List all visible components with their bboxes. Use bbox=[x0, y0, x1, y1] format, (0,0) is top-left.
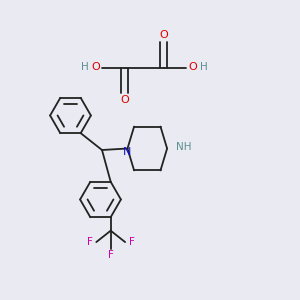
Text: H: H bbox=[81, 62, 88, 73]
Text: O: O bbox=[91, 62, 100, 73]
Text: H: H bbox=[200, 62, 208, 73]
Text: N: N bbox=[123, 147, 132, 157]
Text: O: O bbox=[159, 30, 168, 40]
Text: F: F bbox=[129, 237, 135, 247]
Text: NH: NH bbox=[176, 142, 192, 152]
Text: F: F bbox=[108, 250, 114, 260]
Text: O: O bbox=[188, 62, 197, 73]
Text: F: F bbox=[87, 237, 93, 247]
Text: O: O bbox=[120, 95, 129, 105]
